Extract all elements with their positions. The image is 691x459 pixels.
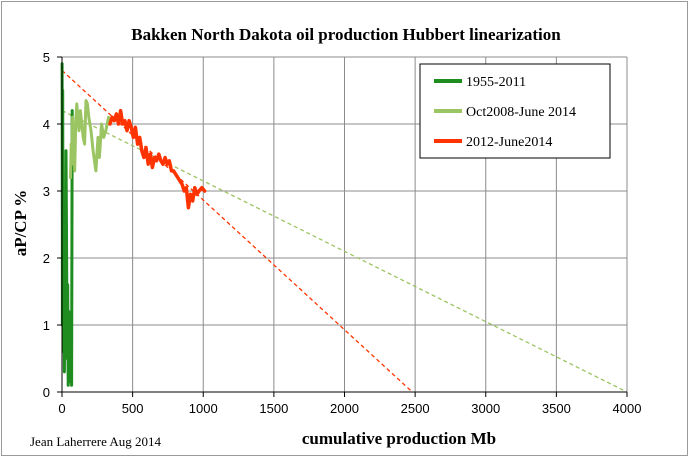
series-line-oct2008-june-2014 <box>69 99 112 180</box>
legend-label-1955-2011: 1955-2011 <box>466 75 526 90</box>
x-tick-label: 3500 <box>542 401 571 416</box>
y-tick-label: 3 <box>43 184 50 199</box>
trendline-1 <box>61 69 413 393</box>
chart-title: Bakken North Dakota oil production Hubbe… <box>131 25 561 44</box>
series-lines <box>60 62 207 387</box>
legend-label-oct2008-june2014: Oct2008-June 2014 <box>466 105 576 120</box>
legend: 1955-2011 Oct2008-June 2014 2012-June201… <box>419 63 611 159</box>
x-tick-label: 500 <box>122 401 144 416</box>
y-tick-label: 5 <box>43 50 50 65</box>
x-tick-label: 3000 <box>471 401 500 416</box>
x-tick-label: 0 <box>58 401 65 416</box>
gridlines <box>62 56 628 392</box>
x-tick-label: 1000 <box>189 401 218 416</box>
y-tick-label: 0 <box>43 385 50 400</box>
series-line-1955-2011 <box>60 62 74 387</box>
y-tick-labels: 0 1 2 3 4 5 <box>43 50 50 400</box>
legend-label-2012-june2014: 2012-June2014 <box>466 135 552 150</box>
y-tick-label: 1 <box>43 318 50 333</box>
x-tick-label: 2500 <box>401 401 430 416</box>
x-tick-labels: 0 500 1000 1500 2000 2500 3000 3500 4000 <box>58 401 641 416</box>
series-line-2012-june2014 <box>108 108 207 210</box>
axes <box>57 56 628 397</box>
x-tick-label: 4000 <box>613 401 642 416</box>
x-tick-label: 1500 <box>259 401 288 416</box>
x-tick-label: 2000 <box>330 401 359 416</box>
y-tick-label: 2 <box>43 251 50 266</box>
y-tick-label: 4 <box>43 117 50 132</box>
author-credit: Jean Laherrere Aug 2014 <box>30 434 162 449</box>
y-axis-title: aP/CP % <box>11 190 30 257</box>
x-axis-title: cumulative production Mb <box>302 429 496 448</box>
